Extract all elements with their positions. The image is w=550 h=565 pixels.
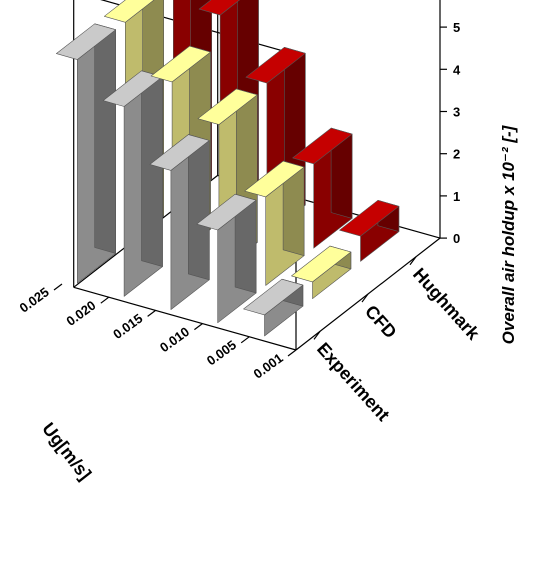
x-tick-label: 0.005	[204, 337, 239, 368]
bar-top-face	[339, 200, 400, 237]
bar-side-face	[141, 70, 163, 267]
x-tick-label: 0.025	[17, 284, 52, 315]
category-label-cfd: CFD	[361, 301, 401, 342]
frame-floor-left-edge	[73, 286, 297, 351]
bar-experiment-0.015	[149, 134, 210, 310]
x-tick-label: 0.020	[63, 297, 98, 328]
category-label-experiment: Experiment	[313, 339, 393, 425]
bar-top-face	[198, 0, 240, 16]
bar-top-face	[292, 127, 353, 165]
x-tick-label: 0.015	[110, 311, 145, 342]
category-tick	[409, 256, 417, 266]
bar-top-face	[245, 46, 306, 84]
bar-experiment-0.025	[55, 23, 116, 284]
bar-experiment-0.020	[102, 70, 163, 297]
z-tick-label: 5	[453, 20, 460, 35]
category-tick	[313, 330, 321, 340]
bar-hughmark-0.010	[292, 127, 353, 249]
category-label-hughmark: Hughmark	[409, 264, 484, 344]
z-tick-label: 2	[453, 147, 460, 162]
bar-top-face	[243, 278, 304, 316]
bar-cfd-0.010	[244, 160, 305, 286]
x-tick-label: 0.001	[251, 350, 286, 381]
x-tick	[100, 296, 110, 304]
z-tick-label: 4	[453, 62, 461, 77]
z-tick-label: 3	[453, 105, 460, 120]
bars-group	[55, 0, 400, 337]
bar-top-face	[150, 45, 211, 83]
bar-top-face	[196, 193, 257, 231]
bar-experiment-0.010	[196, 193, 257, 324]
z-tick-label: 1	[453, 189, 460, 204]
x-axis-title: Ug[m/s]	[38, 419, 95, 484]
category-tick	[361, 293, 369, 303]
bar-top-face	[197, 88, 258, 125]
x-tick	[194, 323, 203, 331]
bar-top-face	[149, 134, 210, 171]
bar-hughmark-0.005	[339, 200, 400, 262]
x-tick	[147, 309, 156, 317]
x-tick-label: 0.010	[157, 324, 192, 355]
bar-top-face	[102, 70, 163, 107]
z-tick-label: 0	[453, 231, 460, 246]
x-tick	[53, 283, 63, 291]
bar-top-face	[244, 160, 305, 198]
z-axis-title: Overall air holdup x 10⁻² [-]	[499, 124, 518, 344]
bar-experiment-0.005	[243, 278, 304, 337]
bar-top-face	[55, 23, 116, 60]
x-tick	[240, 336, 250, 344]
bar-cfd-0.005	[291, 245, 352, 300]
bar-side-face	[188, 134, 210, 281]
bar-top-face	[104, 0, 155, 23]
x-tick	[287, 349, 297, 357]
bar-top-face	[291, 245, 352, 283]
bar-side-face	[94, 23, 116, 254]
